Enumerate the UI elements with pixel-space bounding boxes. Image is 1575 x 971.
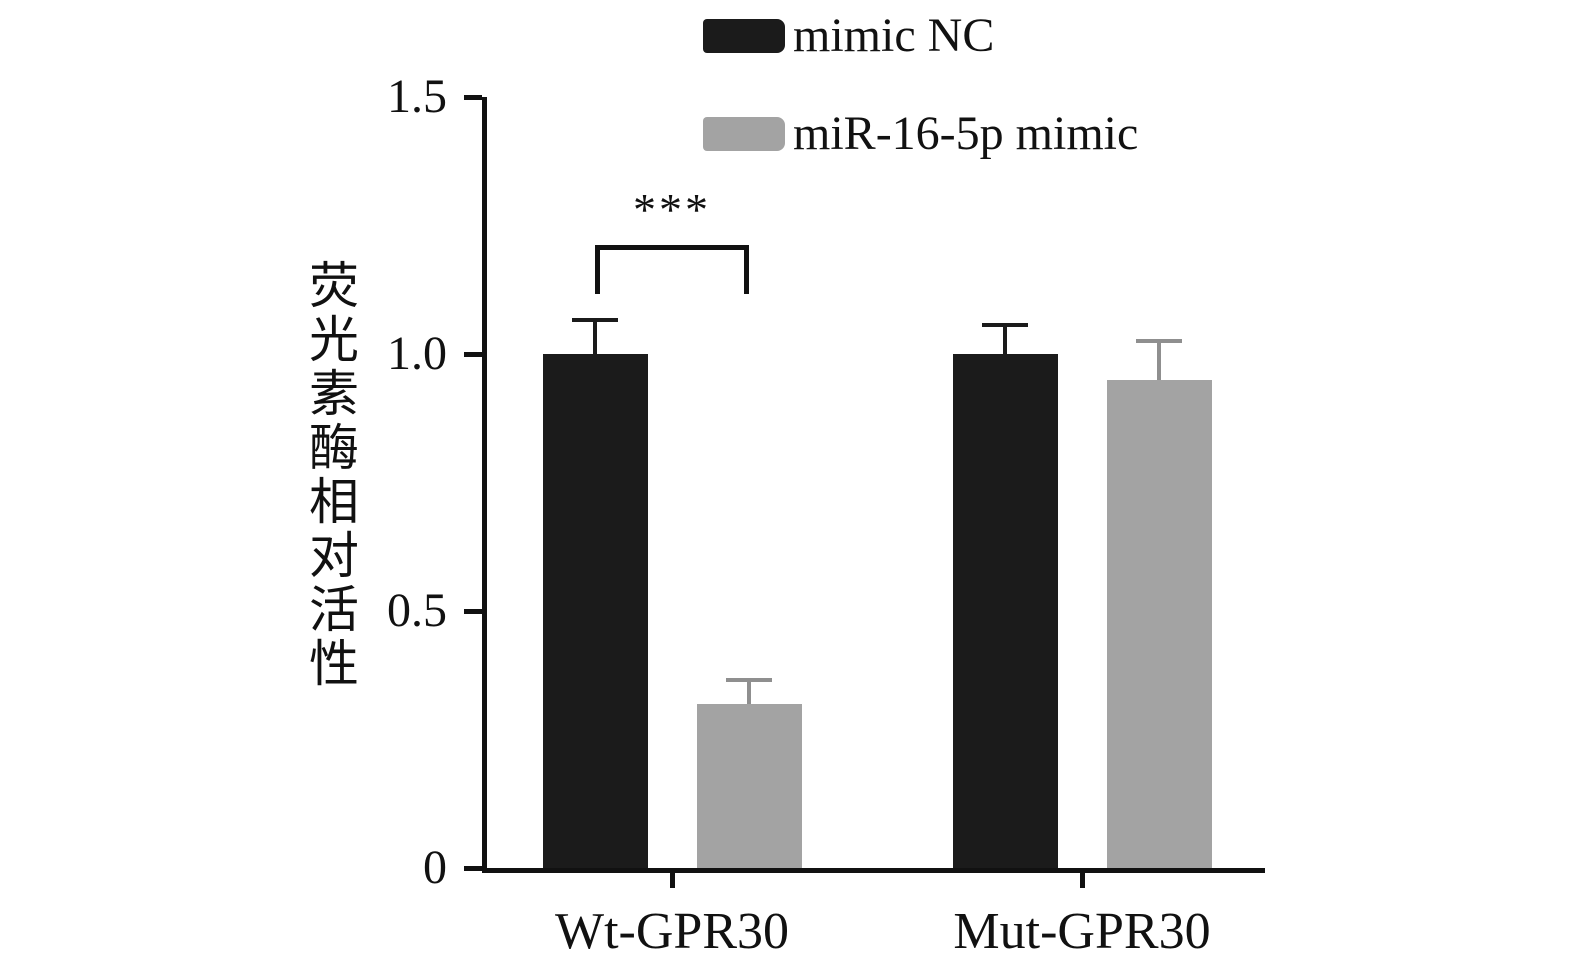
y-tick-label: 0 — [423, 841, 447, 894]
legend-item-mir-mimic: miR-16-5p mimic — [703, 110, 1138, 158]
legend-swatch-gray — [703, 117, 785, 151]
error-bar-line — [747, 677, 751, 710]
y-tick-mark — [464, 866, 482, 871]
x-tick-mark — [1080, 873, 1085, 888]
x-tick-mark — [670, 873, 675, 888]
significance-bracket — [595, 245, 749, 294]
y-tick-label: 0.5 — [387, 584, 447, 637]
x-tick-label: Mut-GPR30 — [953, 903, 1211, 960]
error-bar-cap — [726, 677, 772, 682]
y-tick-mark — [464, 609, 482, 614]
y-tick-mark — [464, 95, 482, 100]
legend-item-mimic-nc: mimic NC — [703, 12, 1138, 60]
error-bar-cap — [982, 323, 1028, 328]
bar — [696, 703, 802, 868]
x-axis-line — [482, 868, 1265, 873]
error-bar-line — [593, 318, 597, 360]
x-tick-label: Wt-GPR30 — [555, 903, 789, 960]
significance-label: *** — [633, 184, 711, 235]
bar — [952, 354, 1058, 868]
error-bar-cap — [1136, 338, 1182, 343]
legend-swatch-black — [703, 19, 785, 53]
error-bar-line — [1003, 323, 1007, 360]
y-tick-mark — [464, 352, 482, 357]
y-tick-label: 1.0 — [387, 327, 447, 380]
error-bar-line — [1157, 338, 1161, 386]
y-tick-label: 1.5 — [387, 70, 447, 123]
bar — [542, 354, 648, 868]
bar — [1106, 379, 1212, 868]
y-axis-line — [482, 97, 487, 873]
error-bar-cap — [572, 318, 618, 323]
legend-label: mimic NC — [793, 9, 995, 62]
y-axis-title: 荧光素酶相对活性 — [302, 259, 358, 691]
legend: mimic NC miR-16-5p mimic — [703, 12, 1138, 158]
legend-label: miR-16-5p mimic — [793, 107, 1139, 160]
